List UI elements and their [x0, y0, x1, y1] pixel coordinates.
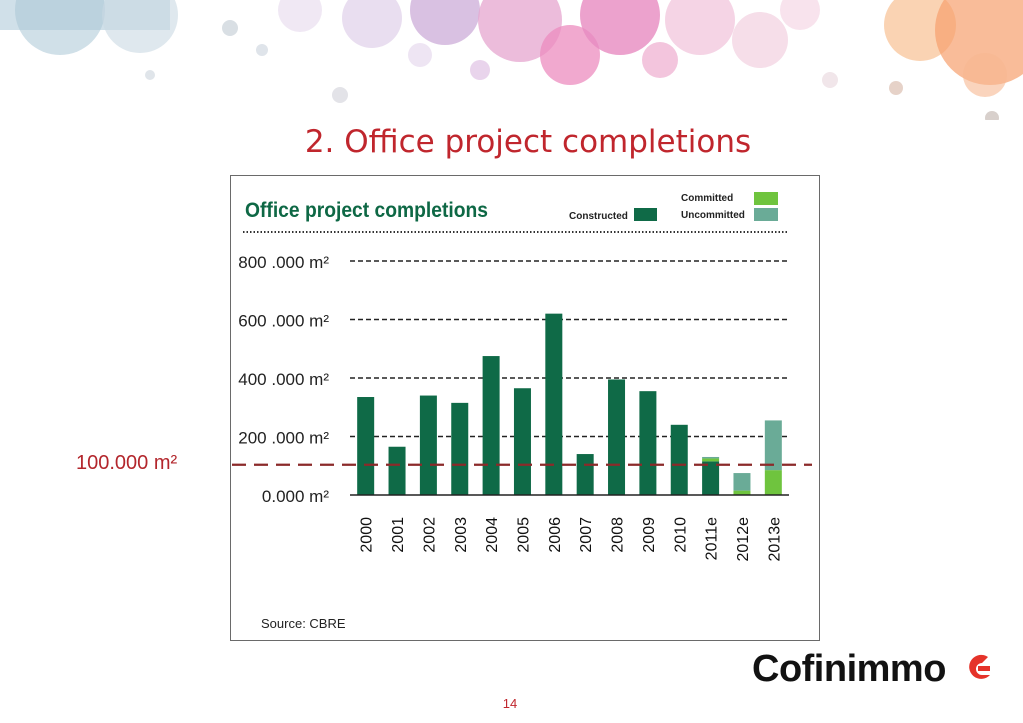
x-tick-label: 2002: [421, 517, 438, 553]
x-tick-label: 2001: [390, 517, 407, 553]
logo-mark-icon: [969, 654, 990, 679]
bar-constructed: [702, 461, 720, 495]
bar-constructed: [670, 424, 688, 495]
x-tick-label: 2000: [359, 517, 376, 553]
legend-label-constructed: Constructed: [569, 211, 628, 222]
legend-swatch-committed: [754, 192, 778, 205]
bar-constructed: [608, 379, 626, 495]
x-tick-label: 2009: [641, 517, 658, 553]
bar-committed: [764, 470, 782, 495]
x-tick-label: 2011e: [704, 517, 721, 560]
legend-swatch-constructed: [634, 208, 657, 221]
cofinimmo-logo: Cofinimmo: [752, 648, 992, 694]
bar-chart: Office project completions Constructed Com…: [238, 192, 789, 631]
x-tick-label: 2013e: [766, 517, 783, 562]
x-tick-label: 2004: [484, 517, 501, 553]
bar-constructed: [388, 446, 406, 495]
x-tick-label: 2003: [453, 517, 470, 553]
y-tick-label: 800 .000 m²: [238, 253, 329, 272]
bar-uncommitted: [733, 473, 751, 491]
bar-constructed: [482, 356, 500, 495]
bar-constructed: [451, 402, 469, 495]
page-number: 14: [502, 696, 518, 711]
y-tick-label: 200 .000 m²: [238, 429, 329, 448]
x-tick-label: 2010: [672, 517, 689, 553]
decorative-banner: [0, 0, 1023, 120]
logo-text: Cofinimmo: [752, 648, 946, 690]
banner-bubbles-image: [0, 0, 1023, 120]
bar-constructed: [639, 391, 657, 495]
legend-label-uncommitted: Uncommitted: [681, 210, 745, 221]
legend-swatch-uncommitted: [754, 208, 778, 221]
chart-source: Source: CBRE: [261, 616, 346, 631]
bar-uncommitted: [764, 420, 782, 471]
bar-constructed: [357, 397, 375, 495]
bar-committed: [702, 458, 720, 462]
x-tick-label: 2006: [547, 517, 564, 553]
y-tick-label: 600 .000 m²: [238, 312, 329, 331]
chart-title: Office project completions: [245, 199, 488, 222]
x-tick-label: 2008: [610, 517, 627, 553]
x-tick-label: 2007: [578, 517, 595, 553]
x-tick-label: 2005: [515, 517, 532, 553]
bar-constructed: [513, 388, 531, 495]
x-tick-label: 2012e: [735, 517, 752, 562]
y-tick-label: 0.000 m²: [262, 487, 329, 506]
slide-title: 2. Office project completions: [304, 124, 752, 160]
y-tick-label: 400 .000 m²: [238, 370, 329, 389]
legend-label-committed: Committed: [681, 193, 733, 204]
bar-uncommitted: [702, 456, 720, 459]
chart-frame: Office project completions Constructed Com…: [230, 175, 820, 641]
bar-constructed: [419, 395, 437, 495]
bar-constructed: [545, 313, 563, 495]
reference-line-label: 100.000 m²: [76, 452, 178, 474]
bar-constructed: [576, 454, 594, 495]
bar-committed: [733, 490, 751, 495]
